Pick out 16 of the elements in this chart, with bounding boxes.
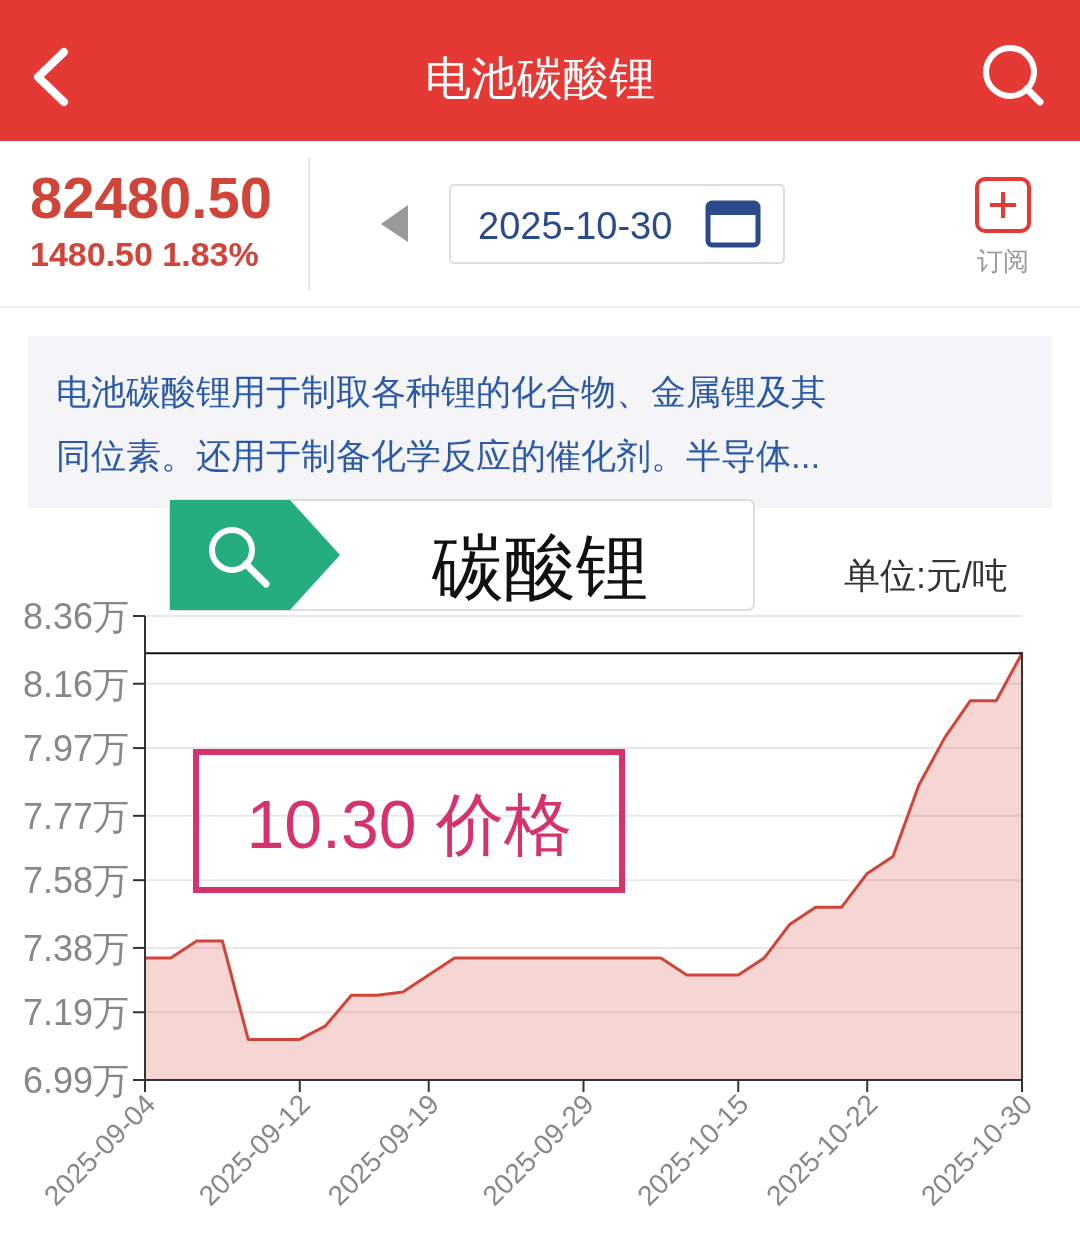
y-tick-label: 7.19万 [22,992,129,1034]
text: 单位:元/吨 [843,555,1008,596]
text: 1480.50 1.83% [30,235,259,273]
chart-subtitle: 电池碳酸锂用于制取各种锂的化合物、金属锂及其同位素。还用于制备化学反应的催化剂。半导体... [56,372,826,475]
text: 2025-10-30 [478,205,673,247]
text: 82480.50 [30,165,272,230]
y-tick-label: 7.58万 [22,860,129,902]
text: 订阅 [977,246,1029,276]
y-tick-label: 8.16万 [22,663,129,705]
text: 碳酸锂 [431,527,648,607]
y-tick-label: 8.36万 [22,596,129,637]
annotation: 10.30 价格 [246,786,572,862]
y-tick-label: 7.77万 [22,795,129,837]
y-tick-label: 7.97万 [22,728,129,770]
y-tick-label: 7.38万 [22,927,129,969]
chart-title: 电池碳酸锂 [425,52,655,104]
